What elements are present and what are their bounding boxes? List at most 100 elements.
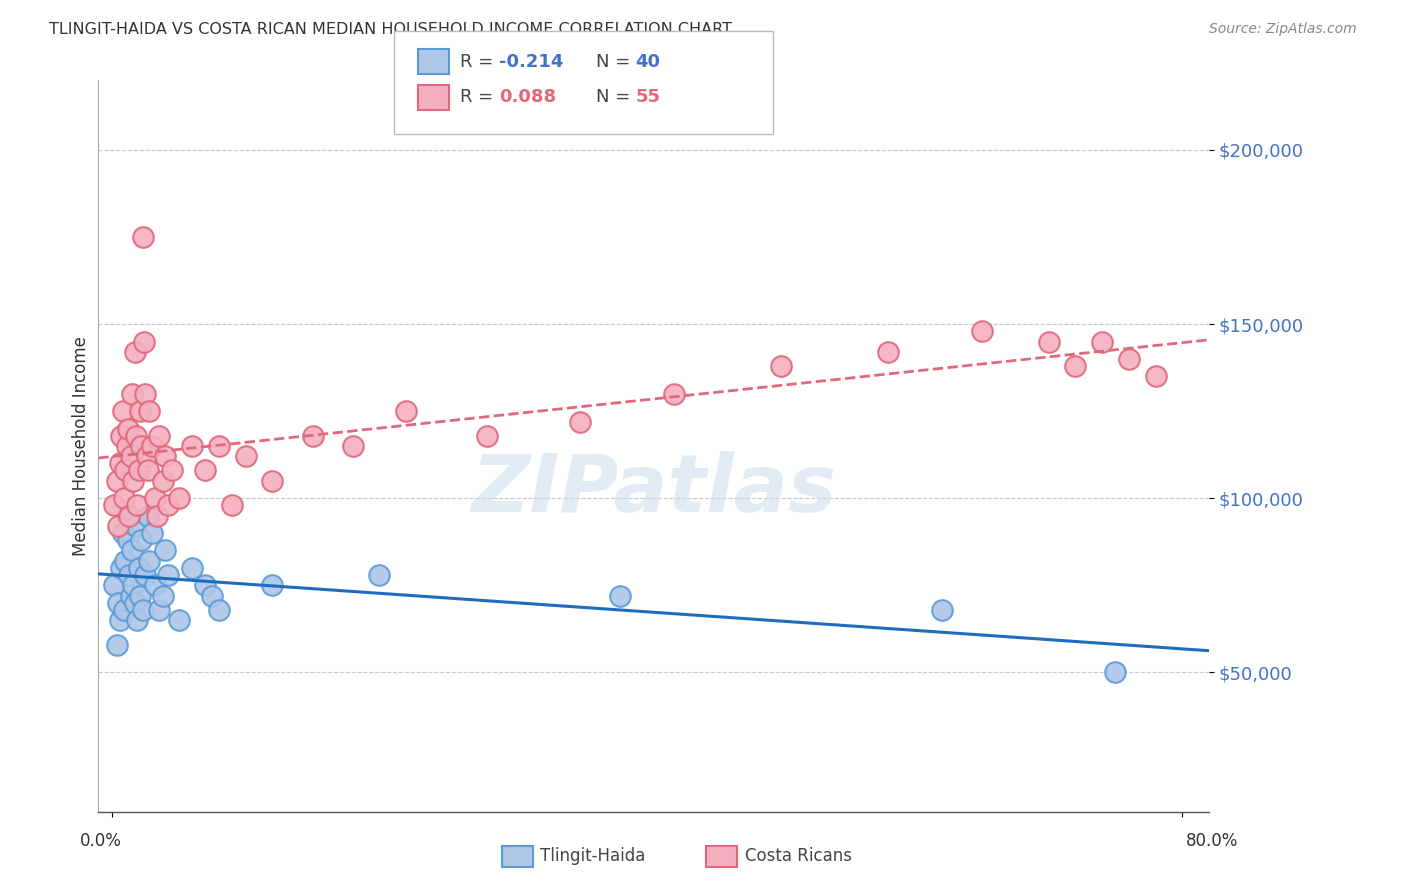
Point [122,578,145,592]
Point [877,345,900,359]
Y-axis label: Median Household Income: Median Household Income [72,336,90,556]
Point [105,638,128,652]
Point [143,578,166,592]
Point [111,404,134,418]
Point [114,554,136,568]
Text: -0.214: -0.214 [499,53,564,70]
Point [201,589,224,603]
Point [136,463,159,477]
Point [931,603,953,617]
Point [134,386,156,401]
Point [128,463,150,477]
Point [155,543,177,558]
Point [121,386,143,401]
Point [115,439,138,453]
Point [1118,351,1140,366]
Point [148,428,170,442]
Point [156,498,179,512]
Point [136,508,159,523]
Point [124,596,146,610]
Text: N =: N = [596,88,636,106]
Text: R =: R = [460,88,499,106]
Point [120,589,142,603]
Point [141,439,163,453]
Point [301,428,323,442]
Point [120,450,142,464]
Point [342,439,364,453]
Point [1144,369,1167,384]
Point [970,324,993,338]
Point [475,428,498,442]
Text: ZIPatlas: ZIPatlas [471,450,837,529]
Point [125,428,148,442]
Point [181,439,204,453]
Point [148,603,170,617]
Point [262,474,284,488]
Point [395,404,418,418]
Point [110,428,132,442]
Point [1038,334,1060,349]
Text: 0.0%: 0.0% [80,831,122,849]
Point [105,474,128,488]
Point [167,491,190,506]
Point [662,386,685,401]
Point [152,474,174,488]
Point [156,567,179,582]
Point [112,491,135,506]
Point [155,450,177,464]
Point [122,474,145,488]
Point [135,450,157,464]
Point [235,450,257,464]
Point [143,491,166,506]
Point [167,613,190,627]
Text: Costa Ricans: Costa Ricans [745,847,852,865]
Point [131,603,153,617]
Point [127,498,149,512]
Point [125,519,148,533]
Point [103,578,125,592]
Point [1091,334,1114,349]
Point [127,613,149,627]
Point [124,345,146,359]
Point [368,567,391,582]
Point [107,519,129,533]
Text: Source: ZipAtlas.com: Source: ZipAtlas.com [1209,22,1357,37]
Text: R =: R = [460,53,499,70]
Point [221,498,243,512]
Point [181,561,204,575]
Text: 80.0%: 80.0% [1185,831,1239,849]
Point [117,533,139,547]
Point [129,439,152,453]
Point [121,543,143,558]
Point [609,589,631,603]
Point [134,567,156,582]
Point [118,567,141,582]
Point [569,415,592,429]
Text: Tlingit-Haida: Tlingit-Haida [540,847,645,865]
Point [138,554,160,568]
Point [208,439,231,453]
Point [129,589,152,603]
Point [262,578,284,592]
Point [141,526,163,541]
Text: TLINGIT-HAIDA VS COSTA RICAN MEDIAN HOUSEHOLD INCOME CORRELATION CHART: TLINGIT-HAIDA VS COSTA RICAN MEDIAN HOUS… [49,22,733,37]
Text: N =: N = [596,53,636,70]
Text: 55: 55 [636,88,661,106]
Point [1104,665,1126,680]
Point [111,526,134,541]
Point [108,613,131,627]
Point [208,603,231,617]
Point [115,508,138,523]
Point [194,463,217,477]
Point [129,404,152,418]
Point [194,578,217,592]
Point [160,463,183,477]
Point [107,596,129,610]
Point [152,589,174,603]
Text: 40: 40 [636,53,661,70]
Point [129,533,152,547]
Point [132,334,155,349]
Point [112,603,135,617]
Point [114,463,136,477]
Point [128,561,150,575]
